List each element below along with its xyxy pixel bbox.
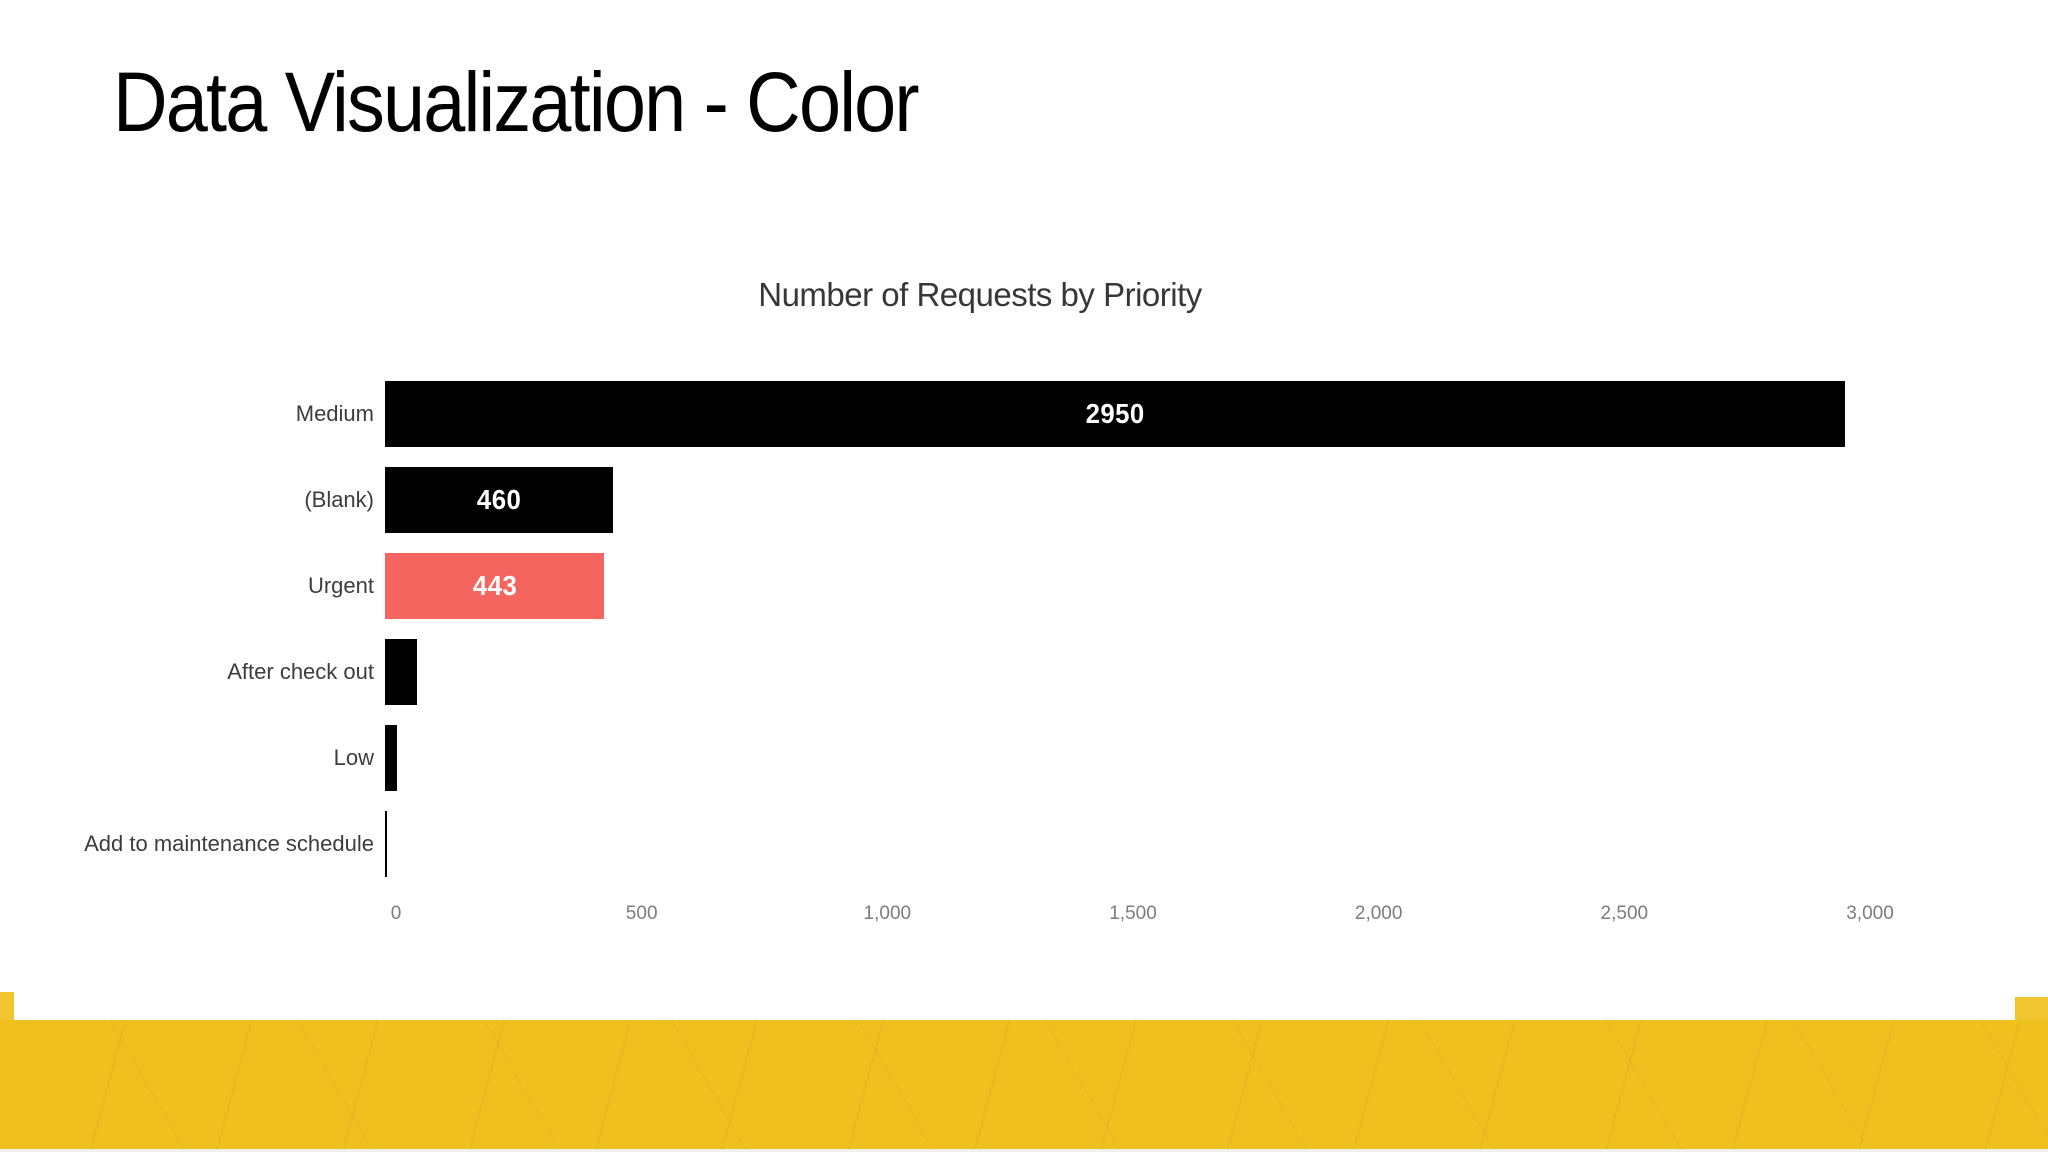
bar-value-label: 460 <box>476 484 522 515</box>
bar <box>385 725 397 791</box>
category-label: (Blank) <box>304 487 374 512</box>
bar-track: 2950 <box>385 381 1870 447</box>
chart-row: Medium 2950 <box>60 381 1870 447</box>
chart-title: Number of Requests by Priority <box>758 276 1202 313</box>
bar: 460 <box>385 467 613 533</box>
x-axis-tick: 500 <box>625 903 658 924</box>
bar: 443 <box>385 553 605 619</box>
category-label: Add to maintenance schedule <box>84 831 374 856</box>
bar-track <box>385 639 1870 705</box>
x-axis-tick: 0 <box>390 903 402 924</box>
bar: 2950 <box>385 381 1846 447</box>
banner-edge-tab-left <box>0 992 14 1020</box>
x-axis-tick: 1,000 <box>863 903 912 924</box>
bar-value-label: 2950 <box>1085 398 1145 429</box>
x-axis-tick: 3,000 <box>1846 903 1894 924</box>
bar <box>385 811 388 877</box>
bar <box>385 639 418 705</box>
x-axis: 0 500 1,000 1,500 2,000 2,500 3,000 <box>391 903 1894 929</box>
bottom-edge-strip <box>0 1149 2048 1152</box>
category-label: After check out <box>227 659 374 684</box>
category-label: Medium <box>295 401 374 426</box>
bar-track: 460 <box>385 467 1870 533</box>
category-label: Low <box>333 745 374 770</box>
chart-row: (Blank) 460 <box>60 467 1870 533</box>
bar-track <box>385 725 1870 791</box>
bar-track <box>385 811 1870 877</box>
bar-value-label: 443 <box>472 570 517 601</box>
chart-row: Low <box>60 725 1870 791</box>
banner-edge-tab-right <box>2015 997 2048 1020</box>
slide-title: Data Visualization - Color <box>113 55 920 149</box>
x-axis-tick: 1,500 <box>1109 903 1157 924</box>
x-axis-tick: 2,000 <box>1354 903 1403 924</box>
footer-banner: Power Platform World Tour #Powerplatform… <box>0 1020 2048 1152</box>
bar-track: 443 <box>385 553 1870 619</box>
x-axis-tick: 2,500 <box>1600 903 1649 924</box>
chart-row: Add to maintenance schedule <box>60 811 1870 877</box>
chart-rows: Medium 2950 (Blank) 460 Urgent 443 After check… <box>60 381 1870 897</box>
category-label: Urgent <box>307 573 374 598</box>
chart-row: After check out <box>60 639 1870 705</box>
chart-row: Urgent 443 <box>60 553 1870 619</box>
